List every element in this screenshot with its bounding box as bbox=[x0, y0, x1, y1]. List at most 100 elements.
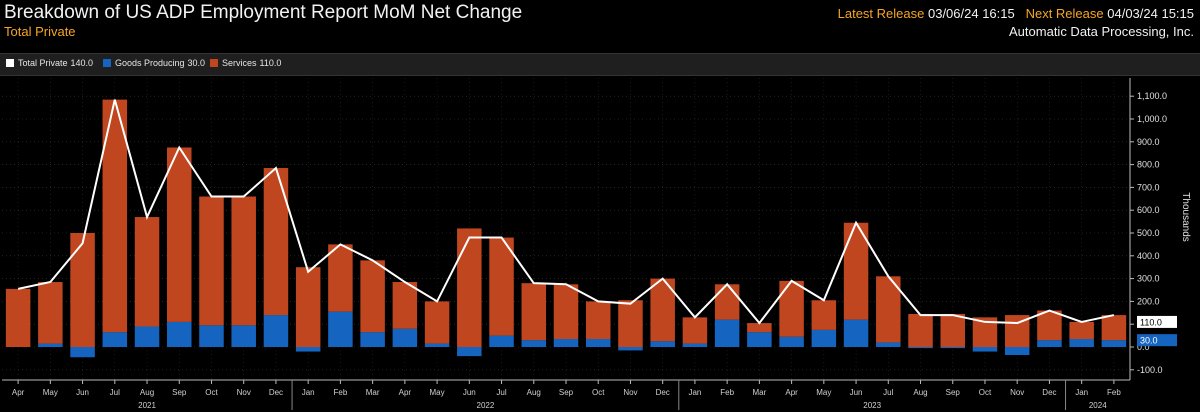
bar-goods-producing bbox=[682, 343, 708, 347]
y-axis-title: Thousands bbox=[1180, 192, 1191, 241]
x-tick-label: Aug bbox=[527, 388, 541, 397]
bar-services bbox=[811, 300, 837, 330]
y-tick-label: 800.0 bbox=[1137, 160, 1160, 170]
x-tick-label: Sep bbox=[172, 388, 187, 397]
x-year-label: 2022 bbox=[477, 401, 495, 410]
bar-services bbox=[714, 284, 740, 320]
bar-goods-producing bbox=[489, 335, 514, 347]
x-tick-label: Apr bbox=[12, 388, 25, 397]
bar-services bbox=[38, 282, 63, 344]
x-tick-label: Apr bbox=[399, 388, 412, 397]
x-tick-label: Sep bbox=[559, 388, 574, 397]
bar-goods-producing bbox=[1004, 347, 1030, 355]
legend: Total Private 140.0 Goods Producing 30.0 S… bbox=[0, 53, 1200, 76]
x-tick-label: Oct bbox=[205, 388, 218, 397]
bar-goods-producing bbox=[295, 347, 321, 352]
y-tick-label: 200.0 bbox=[1137, 296, 1160, 306]
x-tick-label: Dec bbox=[269, 388, 283, 397]
x-tick-label: Mar bbox=[366, 388, 380, 397]
bar-goods-producing bbox=[167, 321, 192, 347]
bar-services bbox=[779, 280, 804, 337]
next-release-label: Next Release bbox=[1025, 6, 1104, 21]
bar-goods-producing bbox=[779, 336, 804, 347]
y-tick-label: 700.0 bbox=[1137, 182, 1160, 192]
bar-goods-producing bbox=[199, 325, 224, 347]
bar-services bbox=[1069, 321, 1094, 340]
end-label-box bbox=[1137, 315, 1177, 328]
x-tick-label: Mar bbox=[752, 388, 766, 397]
legend-label: Goods Producing bbox=[115, 58, 185, 68]
legend-value: 140.0 bbox=[70, 58, 94, 68]
y-tick-label: 1,000.0 bbox=[1137, 114, 1167, 124]
bar-services bbox=[295, 267, 321, 347]
x-tick-label: Jun bbox=[463, 388, 476, 397]
latest-release-label: Latest Release bbox=[837, 6, 925, 21]
end-label-text: 110.0 bbox=[1140, 317, 1162, 327]
x-tick-label: Nov bbox=[237, 388, 251, 397]
x-tick-label: Jan bbox=[688, 388, 701, 397]
bar-services bbox=[585, 301, 611, 340]
bar-goods-producing bbox=[134, 326, 160, 347]
x-tick-label: Jun bbox=[850, 388, 863, 397]
x-year-label: 2024 bbox=[1089, 401, 1107, 410]
bar-goods-producing bbox=[1101, 340, 1127, 347]
bar-goods-producing bbox=[972, 347, 998, 352]
bar-goods-producing bbox=[1069, 339, 1094, 347]
x-tick-label: Oct bbox=[979, 388, 992, 397]
bar-services bbox=[457, 228, 482, 347]
chart-title: Breakdown of US ADP Employment Report Mo… bbox=[4, 2, 523, 23]
bar-goods-producing bbox=[618, 347, 643, 351]
bar-goods-producing bbox=[585, 339, 611, 347]
y-tick-label: 400.0 bbox=[1137, 251, 1160, 261]
bar-services bbox=[5, 288, 31, 347]
x-tick-label: Sep bbox=[946, 388, 961, 397]
bar-goods-producing bbox=[876, 342, 901, 347]
bar-goods-producing bbox=[328, 311, 353, 347]
x-tick-label: Aug bbox=[913, 388, 927, 397]
chart-plot: -100.00.0100.0200.0300.0400.0500.0600.07… bbox=[2, 78, 1191, 410]
legend-label: Services bbox=[222, 58, 257, 68]
bar-services bbox=[1037, 310, 1062, 341]
y-tick-label: 0.0 bbox=[1137, 342, 1150, 352]
y-tick-label: 1,100.0 bbox=[1137, 91, 1167, 101]
x-year-label: 2021 bbox=[138, 401, 156, 410]
bar-services bbox=[940, 313, 965, 347]
x-tick-label: Aug bbox=[140, 388, 154, 397]
bar-goods-producing bbox=[263, 315, 289, 347]
next-release-value: 04/03/24 15:15 bbox=[1107, 6, 1194, 21]
bar-services bbox=[747, 323, 772, 333]
end-label-text: 30.0 bbox=[1140, 336, 1158, 346]
x-tick-label: Dec bbox=[656, 388, 670, 397]
legend-item-services[interactable]: Services 110.0 bbox=[210, 58, 281, 68]
y-tick-label: 600.0 bbox=[1137, 205, 1160, 215]
latest-release-value: 03/06/24 16:15 bbox=[927, 6, 1015, 21]
bar-goods-producing bbox=[521, 340, 547, 347]
y-tick-label: 900.0 bbox=[1137, 137, 1160, 147]
end-label-box bbox=[1137, 334, 1177, 347]
bar-services bbox=[70, 233, 95, 347]
bar-goods-producing bbox=[457, 347, 482, 357]
bar-goods-producing bbox=[843, 319, 869, 347]
legend-item-goods-producing[interactable]: Goods Producing 30.0 bbox=[103, 58, 205, 68]
chart-subtitle: Total Private bbox=[4, 24, 76, 39]
bar-services bbox=[424, 301, 450, 344]
x-tick-label: May bbox=[43, 388, 58, 397]
bar-services bbox=[360, 260, 385, 333]
x-tick-label: Jul bbox=[883, 388, 893, 397]
x-tick-label: Oct bbox=[592, 388, 605, 397]
bar-services bbox=[1101, 315, 1127, 341]
x-tick-label: Jul bbox=[110, 388, 120, 397]
bar-goods-producing bbox=[38, 343, 63, 347]
x-tick-label: Apr bbox=[785, 388, 798, 397]
bar-goods-producing bbox=[747, 332, 772, 347]
y-tick-label: -100.0 bbox=[1137, 365, 1163, 375]
bar-services bbox=[392, 282, 418, 329]
bar-goods-producing bbox=[70, 347, 95, 358]
x-tick-label: Feb bbox=[1107, 388, 1121, 397]
x-tick-label: Jan bbox=[302, 388, 315, 397]
legend-item-total-private[interactable]: Total Private 140.0 bbox=[6, 58, 93, 68]
bar-goods-producing bbox=[360, 332, 385, 347]
bar-services bbox=[134, 217, 160, 327]
legend-swatch-goods-producing bbox=[103, 59, 111, 67]
y-tick-label: 300.0 bbox=[1137, 274, 1160, 284]
